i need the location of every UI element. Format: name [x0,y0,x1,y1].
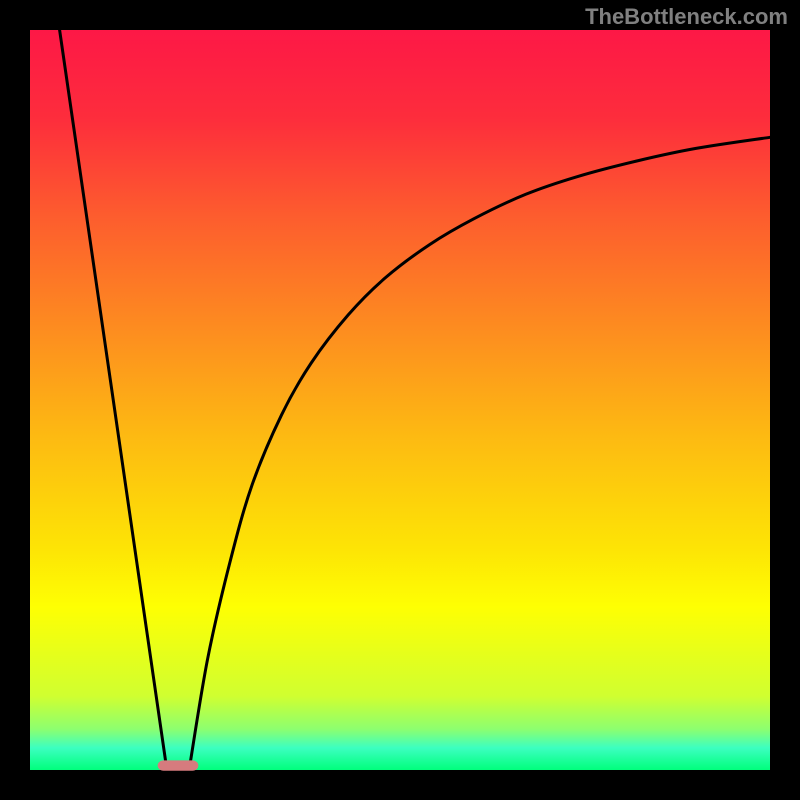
watermark-text: TheBottleneck.com [585,4,788,30]
bottleneck-chart [0,0,800,800]
optimal-point-marker [158,760,199,770]
chart-background [30,30,770,770]
chart-container: { "watermark": { "text": "TheBottleneck.… [0,0,800,800]
